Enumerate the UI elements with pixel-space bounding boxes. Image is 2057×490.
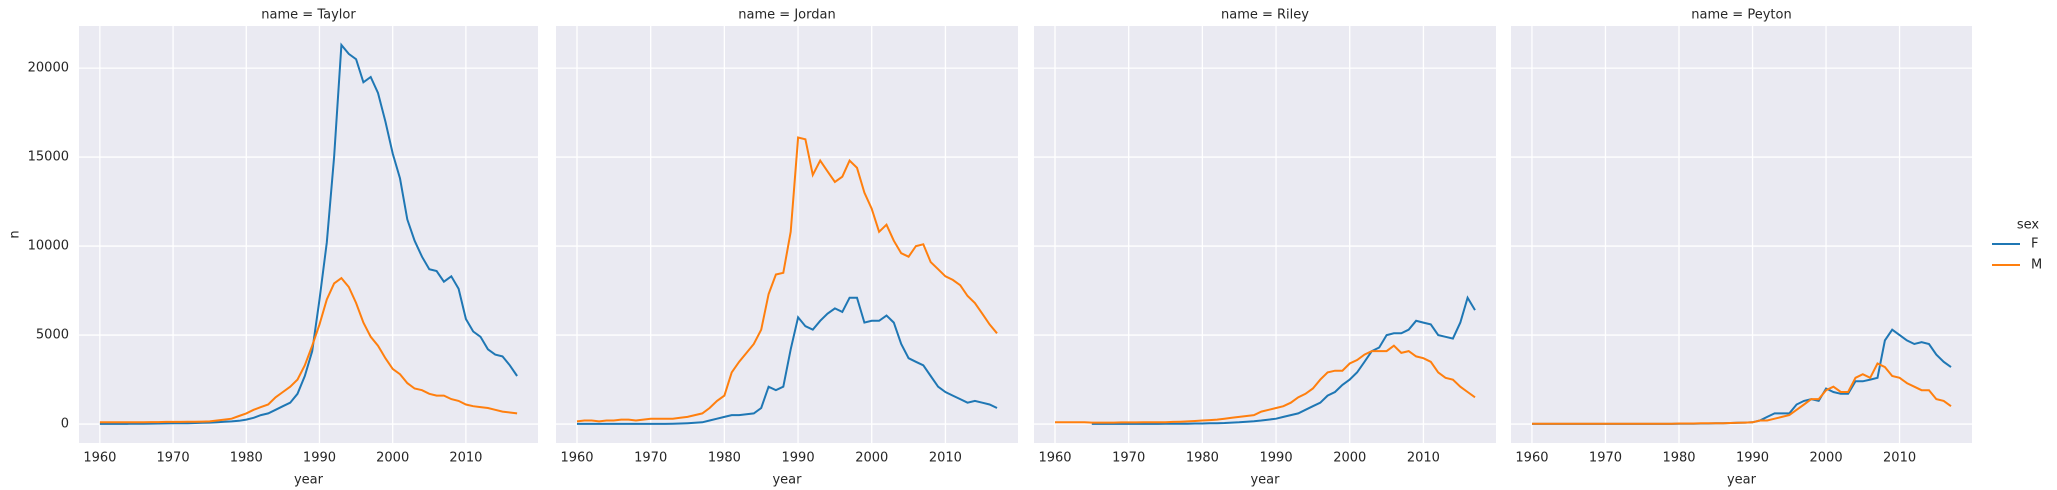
legend-label: M (2031, 258, 2042, 273)
series-line (1532, 362, 1952, 425)
x-tick-label: 2010 (1407, 451, 1440, 466)
x-tick-label: 1970 (634, 451, 667, 466)
x-axis-label: year (1250, 473, 1280, 488)
x-tick-label: 1990 (303, 451, 336, 466)
y-axis-label: n (8, 230, 23, 238)
x-tick-label: 1980 (1662, 451, 1695, 466)
x-tick-label: 1970 (157, 451, 190, 466)
x-tick-label: 2010 (929, 451, 962, 466)
x-tick-label: 1970 (1112, 451, 1145, 466)
plot-background (79, 26, 538, 443)
y-tick-label: 20000 (28, 61, 69, 76)
y-tick-label: 0 (61, 417, 69, 432)
series-line (99, 42, 518, 425)
legend-title: sex (2017, 218, 2040, 233)
panel-title: name = Riley (1221, 8, 1309, 23)
series-line (99, 276, 518, 424)
panel-title: name = Taylor (261, 8, 356, 23)
legend-label: F (2031, 237, 2038, 252)
x-tick-label: 2010 (1883, 451, 1916, 466)
series-line (1091, 295, 1476, 425)
x-tick-label: 1980 (708, 451, 741, 466)
x-tick-label: 1960 (560, 451, 593, 466)
x-tick-label: 1960 (1515, 451, 1548, 466)
series-line (576, 136, 998, 423)
plot-background (556, 26, 1018, 443)
x-axis-label: year (1727, 473, 1757, 488)
x-tick-label: 2000 (1333, 451, 1366, 466)
x-tick-label: 1990 (1260, 451, 1293, 466)
series-line (577, 296, 998, 425)
x-tick-label: 2000 (1810, 451, 1843, 466)
x-tick-label: 1990 (1736, 451, 1769, 466)
panel-title: name = Jordan (738, 8, 835, 23)
plot-background (1034, 26, 1496, 443)
x-tick-label: 1980 (1186, 451, 1219, 466)
y-tick-label: 5000 (36, 328, 69, 343)
x-tick-label: 2000 (376, 451, 409, 466)
x-tick-label: 1970 (1589, 451, 1622, 466)
x-tick-label: 2010 (449, 451, 482, 466)
x-tick-label: 1990 (782, 451, 815, 466)
y-tick-label: 10000 (28, 239, 69, 254)
panel-title: name = Peyton (1691, 8, 1791, 23)
x-tick-label: 1980 (230, 451, 263, 466)
series-line (1055, 344, 1476, 424)
plot-background (1511, 26, 1972, 443)
y-tick-label: 15000 (28, 150, 69, 165)
x-axis-label: year (294, 473, 324, 488)
x-tick-label: 1960 (83, 451, 116, 466)
x-tick-label: 1960 (1038, 451, 1071, 466)
x-tick-label: 2000 (855, 451, 888, 466)
x-axis-label: year (772, 473, 802, 488)
